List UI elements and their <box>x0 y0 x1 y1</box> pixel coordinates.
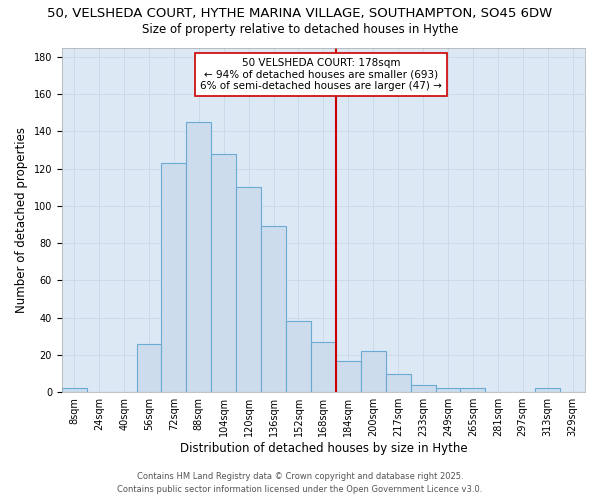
Bar <box>211 154 236 392</box>
Bar <box>187 122 211 392</box>
Text: 50, VELSHEDA COURT, HYTHE MARINA VILLAGE, SOUTHAMPTON, SO45 6DW: 50, VELSHEDA COURT, HYTHE MARINA VILLAGE… <box>47 8 553 20</box>
Bar <box>236 187 261 392</box>
Bar <box>436 388 460 392</box>
Bar <box>261 226 286 392</box>
Bar <box>460 388 485 392</box>
Bar <box>410 385 436 392</box>
Bar <box>62 388 86 392</box>
Bar <box>361 351 386 392</box>
Text: Size of property relative to detached houses in Hythe: Size of property relative to detached ho… <box>142 22 458 36</box>
Bar <box>137 344 161 392</box>
Bar <box>286 322 311 392</box>
Y-axis label: Number of detached properties: Number of detached properties <box>15 127 28 313</box>
Bar <box>336 360 361 392</box>
X-axis label: Distribution of detached houses by size in Hythe: Distribution of detached houses by size … <box>179 442 467 455</box>
Text: 50 VELSHEDA COURT: 178sqm
← 94% of detached houses are smaller (693)
6% of semi-: 50 VELSHEDA COURT: 178sqm ← 94% of detac… <box>200 58 442 91</box>
Bar <box>535 388 560 392</box>
Bar <box>311 342 336 392</box>
Bar <box>386 374 410 392</box>
Text: Contains HM Land Registry data © Crown copyright and database right 2025.
Contai: Contains HM Land Registry data © Crown c… <box>118 472 482 494</box>
Bar <box>161 163 187 392</box>
